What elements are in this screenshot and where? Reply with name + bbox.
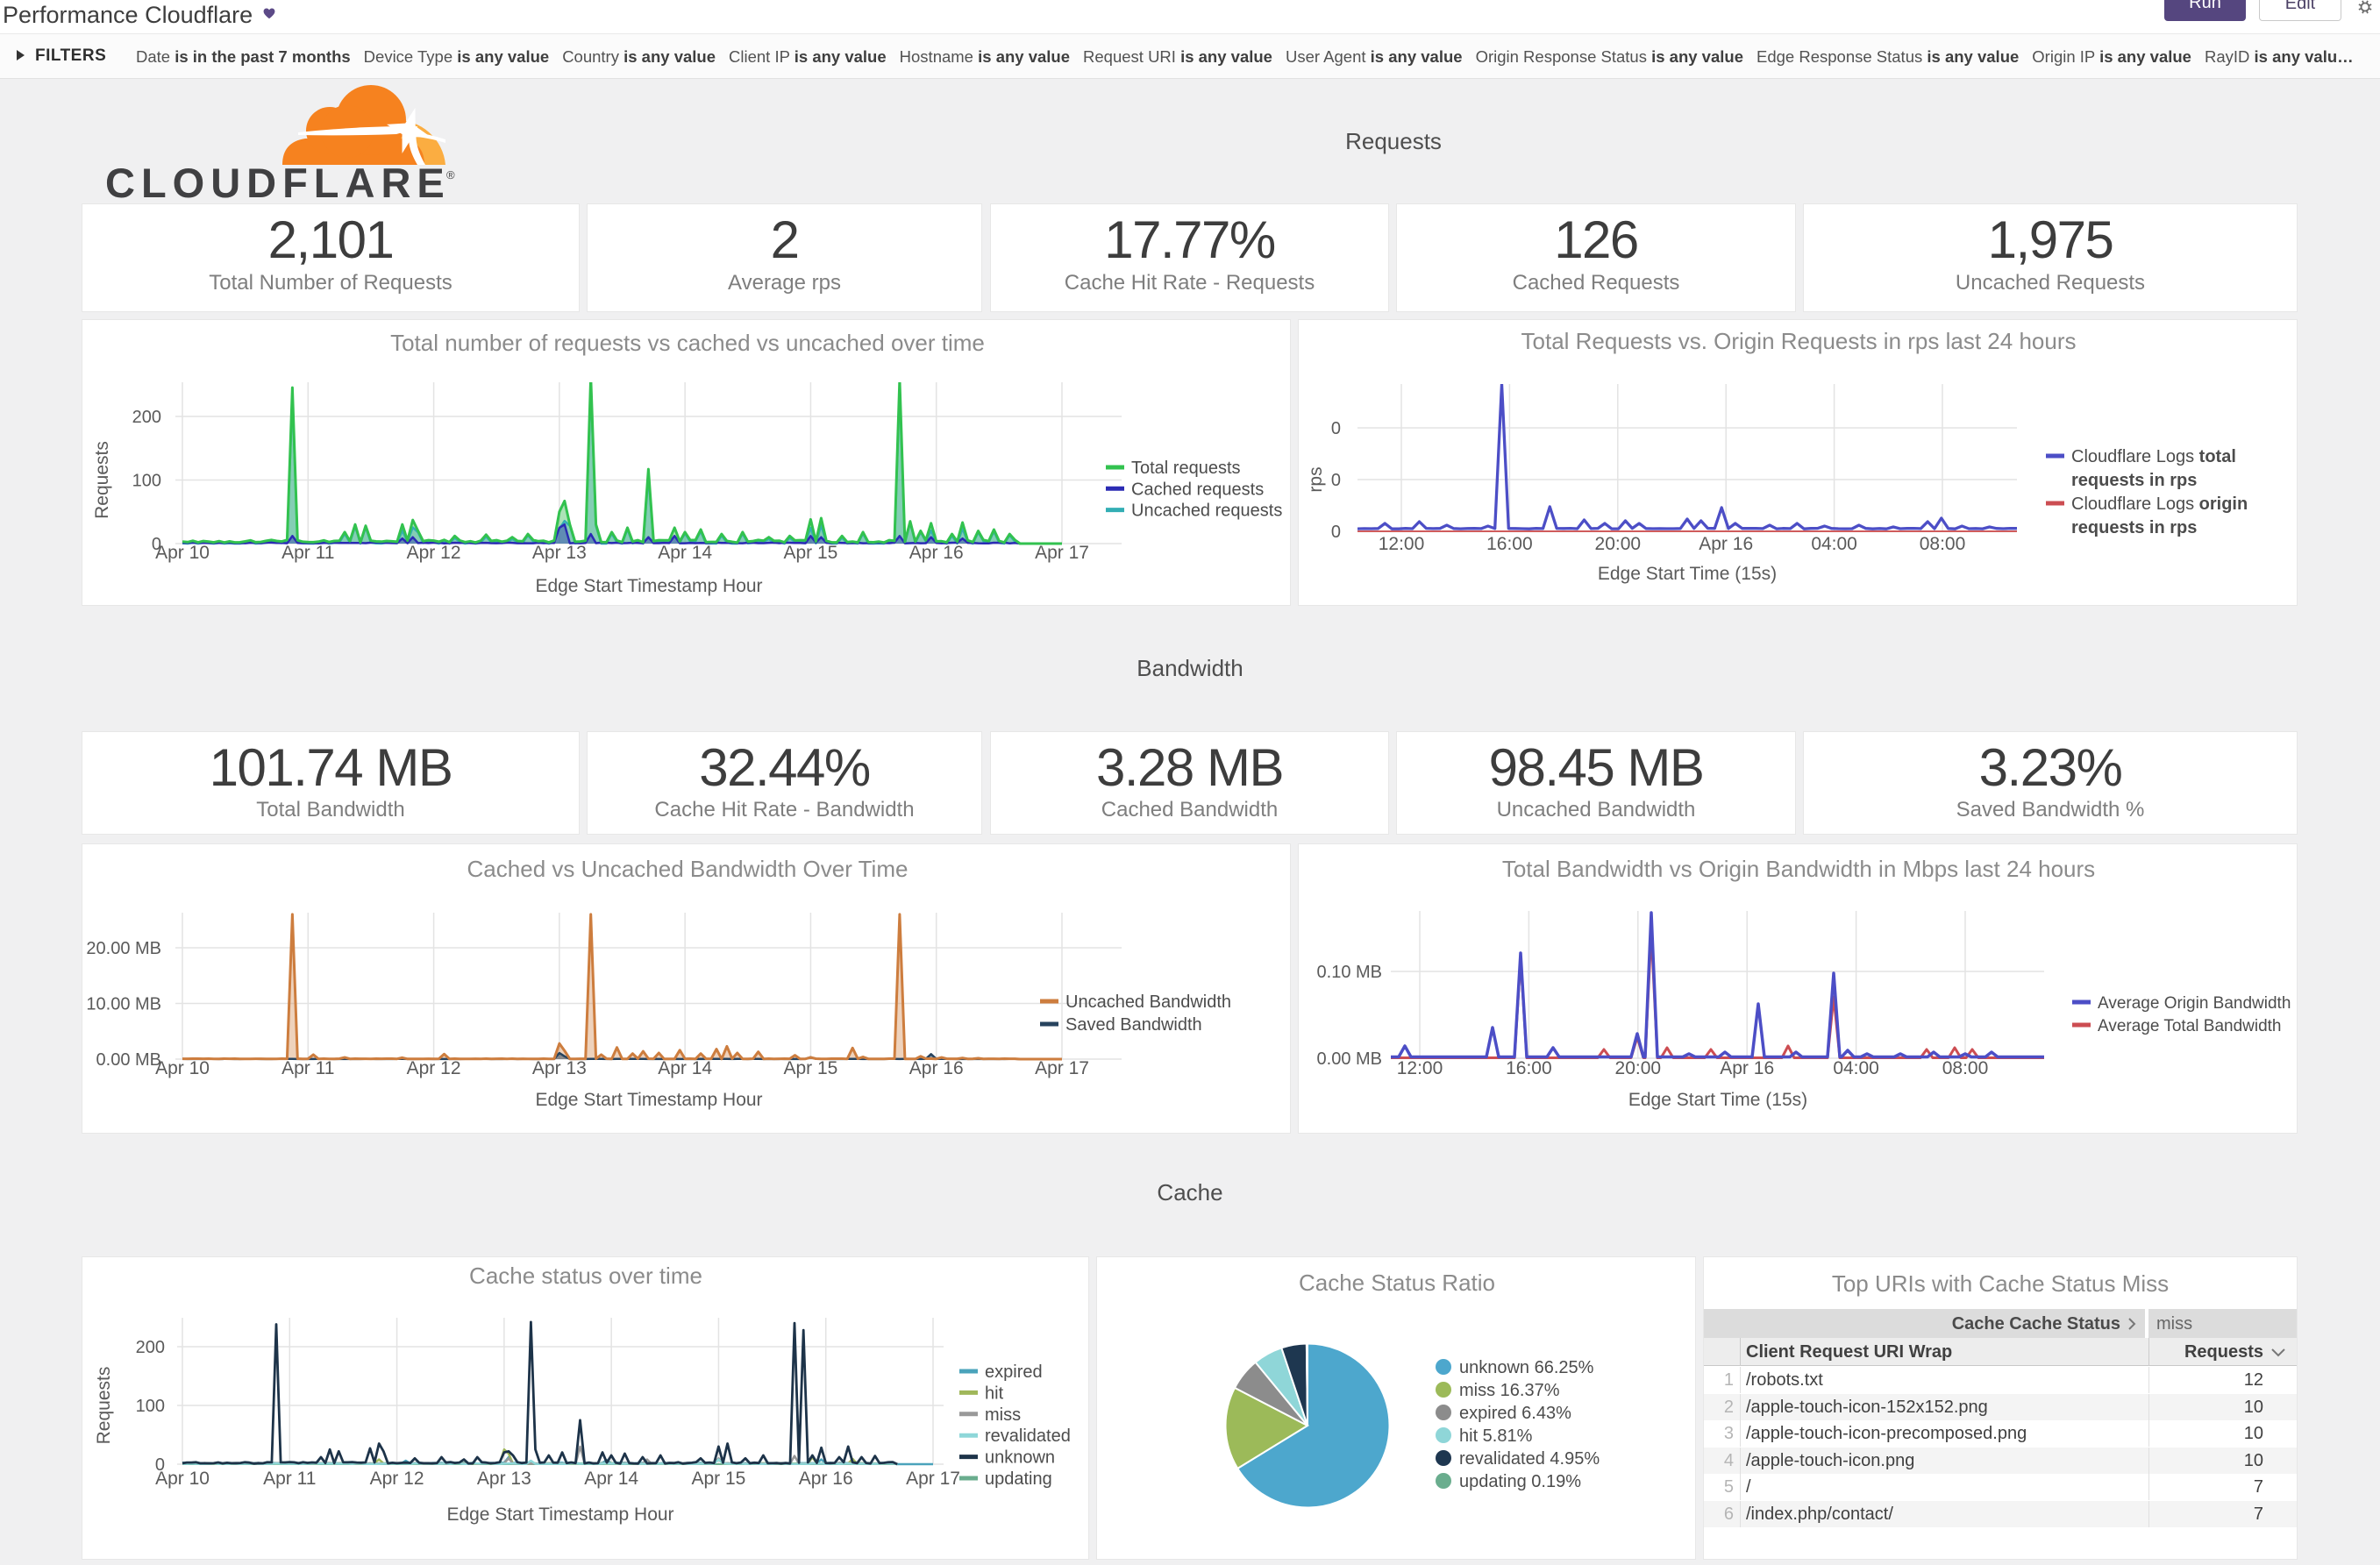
svg-text:20:00: 20:00 <box>1615 1058 1662 1078</box>
svg-text:unknown: unknown <box>985 1448 1055 1468</box>
svg-text:updating: updating <box>985 1469 1052 1489</box>
svg-text:Apr 10: Apr 10 <box>155 1469 210 1489</box>
svg-text:0: 0 <box>155 1455 165 1475</box>
svg-text:Apr 10: Apr 10 <box>155 543 210 563</box>
svg-text:Average Total Bandwidth: Average Total Bandwidth <box>2098 1017 2282 1035</box>
svg-text:rps: rps <box>1306 466 1326 492</box>
svg-text:expired 6.43%: expired 6.43% <box>1459 1404 1571 1423</box>
svg-text:Apr 13: Apr 13 <box>532 543 587 563</box>
svg-text:Apr 14: Apr 14 <box>584 1469 638 1489</box>
svg-text:expired: expired <box>985 1362 1043 1382</box>
svg-text:hit 5.81%: hit 5.81% <box>1459 1426 1533 1446</box>
svg-text:Cache Status Ratio: Cache Status Ratio <box>1299 1270 1495 1296</box>
svg-text:Apr 17: Apr 17 <box>906 1469 960 1489</box>
svg-text:Average Origin Bandwidth: Average Origin Bandwidth <box>2098 994 2291 1013</box>
svg-text:0.00 MB: 0.00 MB <box>1317 1049 1382 1069</box>
svg-text:Apr 15: Apr 15 <box>783 543 837 563</box>
svg-text:requests in rps: requests in rps <box>2071 518 2197 537</box>
svg-text:04:00: 04:00 <box>1811 534 1857 554</box>
svg-text:12:00: 12:00 <box>1397 1058 1443 1078</box>
svg-text:updating 0.19%: updating 0.19% <box>1459 1472 1581 1491</box>
svg-text:unknown 66.25%: unknown 66.25% <box>1459 1358 1594 1377</box>
svg-text:Total number of requests vs ca: Total number of requests vs cached vs un… <box>390 330 985 356</box>
svg-text:Apr 13: Apr 13 <box>477 1469 531 1489</box>
svg-text:Cloudflare Logs origin: Cloudflare Logs origin <box>2071 494 2248 514</box>
svg-text:Apr 14: Apr 14 <box>658 1058 712 1078</box>
svg-text:Total Bandwidth vs Origin Band: Total Bandwidth vs Origin Bandwidth in M… <box>1502 856 2095 882</box>
svg-text:Cached vs Uncached Bandwidth O: Cached vs Uncached Bandwidth Over Time <box>467 856 909 882</box>
svg-text:Apr 16: Apr 16 <box>909 1058 964 1078</box>
svg-text:Apr 17: Apr 17 <box>1035 543 1089 563</box>
svg-text:Apr 15: Apr 15 <box>783 1058 837 1078</box>
svg-text:Apr 15: Apr 15 <box>691 1469 745 1489</box>
svg-text:0: 0 <box>1331 419 1341 438</box>
svg-text:08:00: 08:00 <box>1920 534 1966 554</box>
svg-text:Apr 14: Apr 14 <box>658 543 712 563</box>
svg-text:CLOUDFLARE: CLOUDFLARE <box>105 160 451 201</box>
svg-text:04:00: 04:00 <box>1833 1058 1879 1078</box>
svg-text:Total requests: Total requests <box>1131 459 1241 478</box>
svg-text:Apr 16: Apr 16 <box>909 543 964 563</box>
svg-text:Uncached requests: Uncached requests <box>1131 502 1282 521</box>
svg-text:100: 100 <box>136 1397 165 1416</box>
svg-text:10.00 MB: 10.00 MB <box>86 995 161 1014</box>
svg-text:Apr 17: Apr 17 <box>1035 1058 1089 1078</box>
svg-text:Cloudflare Logs total: Cloudflare Logs total <box>2071 447 2236 466</box>
svg-text:20.00 MB: 20.00 MB <box>86 939 161 958</box>
svg-text:16:00: 16:00 <box>1506 1058 1552 1078</box>
svg-text:16:00: 16:00 <box>1486 534 1533 554</box>
svg-text:miss: miss <box>985 1405 1021 1425</box>
svg-text:200: 200 <box>132 408 161 427</box>
svg-text:Requests: Requests <box>94 1367 114 1445</box>
svg-text:Apr 16: Apr 16 <box>1699 534 1753 554</box>
svg-text:Uncached Bandwidth: Uncached Bandwidth <box>1065 992 1231 1012</box>
svg-text:Edge Start Timestamp Hour: Edge Start Timestamp Hour <box>535 576 762 596</box>
svg-text:Apr 11: Apr 11 <box>281 1058 334 1078</box>
svg-text:0.00 MB: 0.00 MB <box>96 1050 161 1070</box>
svg-text:0: 0 <box>1331 471 1341 490</box>
svg-text:Requests: Requests <box>92 441 112 519</box>
svg-text:Apr 13: Apr 13 <box>532 1058 587 1078</box>
svg-text:Apr 10: Apr 10 <box>155 1058 210 1078</box>
svg-text:Edge Start Time (15s): Edge Start Time (15s) <box>1598 564 1777 584</box>
svg-text:12:00: 12:00 <box>1379 534 1425 554</box>
svg-text:Apr 11: Apr 11 <box>281 543 334 563</box>
svg-text:Cached requests: Cached requests <box>1131 480 1264 499</box>
svg-text:requests in rps: requests in rps <box>2071 471 2197 490</box>
svg-text:hit: hit <box>985 1384 1004 1403</box>
svg-text:Apr 12: Apr 12 <box>407 543 461 563</box>
svg-text:20:00: 20:00 <box>1595 534 1642 554</box>
svg-text:®: ® <box>446 168 455 181</box>
svg-text:Edge Start Time (15s): Edge Start Time (15s) <box>1628 1090 1807 1110</box>
svg-text:0.10 MB: 0.10 MB <box>1317 963 1382 982</box>
svg-text:Apr 12: Apr 12 <box>407 1058 461 1078</box>
svg-text:Apr 16: Apr 16 <box>799 1469 853 1489</box>
svg-text:Apr 12: Apr 12 <box>370 1469 424 1489</box>
svg-text:Apr 11: Apr 11 <box>263 1469 316 1489</box>
svg-text:Cache status over time: Cache status over time <box>469 1263 702 1289</box>
svg-text:Edge Start Timestamp Hour: Edge Start Timestamp Hour <box>535 1090 762 1110</box>
svg-text:08:00: 08:00 <box>1942 1058 1989 1078</box>
svg-text:Apr 16: Apr 16 <box>1720 1058 1774 1078</box>
svg-text:Edge Start Timestamp Hour: Edge Start Timestamp Hour <box>446 1505 673 1525</box>
svg-text:100: 100 <box>132 472 161 491</box>
svg-text:revalidated: revalidated <box>985 1426 1071 1446</box>
svg-text:revalidated 4.95%: revalidated 4.95% <box>1459 1449 1600 1469</box>
svg-text:miss 16.37%: miss 16.37% <box>1459 1381 1560 1400</box>
svg-text:0: 0 <box>1331 523 1341 542</box>
svg-text:Saved Bandwidth: Saved Bandwidth <box>1065 1015 1202 1035</box>
svg-text:200: 200 <box>136 1338 165 1357</box>
svg-text:0: 0 <box>152 535 161 554</box>
svg-text:Total Requests vs. Origin Requ: Total Requests vs. Origin Requests in rp… <box>1521 328 2077 354</box>
